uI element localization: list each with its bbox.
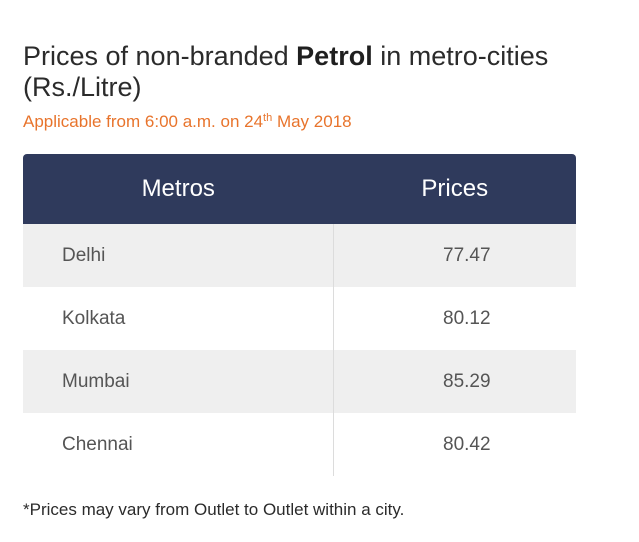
price-cell: 80.12 [443, 307, 491, 329]
table-row: Kolkata 80.12 [23, 287, 576, 350]
page-title: Prices of non-branded Petrol in metro-ci… [23, 41, 583, 103]
price-table: Metros Prices Delhi 77.47 Kolkata 80.12 … [23, 154, 576, 476]
table-body: Delhi 77.47 Kolkata 80.12 Mumbai 85.29 C… [23, 224, 576, 476]
header-prices: Prices [421, 175, 489, 202]
table-header: Metros Prices [23, 154, 576, 224]
subtitle-after: May 2018 [272, 112, 352, 131]
title-suffix: in metro-cities (Rs./Litre) [23, 41, 549, 102]
table-row: Delhi 77.47 [23, 224, 576, 287]
metro-cell: Chennai [23, 413, 334, 476]
table-row: Mumbai 85.29 [23, 350, 576, 413]
header-row: Metros Prices [23, 154, 576, 224]
price-table-container: Metros Prices Delhi 77.47 Kolkata 80.12 … [23, 154, 576, 476]
applicable-date: Applicable from 6:00 a.m. on 24th May 20… [23, 110, 352, 134]
title-bold: Petrol [296, 41, 373, 71]
metro-cell: Delhi [23, 224, 334, 287]
subtitle-before: Applicable from 6:00 a.m. on 24 [23, 112, 264, 131]
footnote: *Prices may vary from Outlet to Outlet w… [23, 500, 405, 519]
subtitle-sup: th [263, 112, 273, 124]
metro-cell: Mumbai [23, 350, 334, 413]
price-cell: 80.42 [443, 433, 491, 455]
price-cell: 85.29 [443, 370, 491, 392]
price-cell: 77.47 [443, 244, 491, 266]
header-metros: Metros [141, 175, 215, 202]
title-prefix: Prices of non-branded [23, 41, 297, 71]
table-row: Chennai 80.42 [23, 413, 576, 476]
metro-cell: Kolkata [23, 287, 334, 350]
